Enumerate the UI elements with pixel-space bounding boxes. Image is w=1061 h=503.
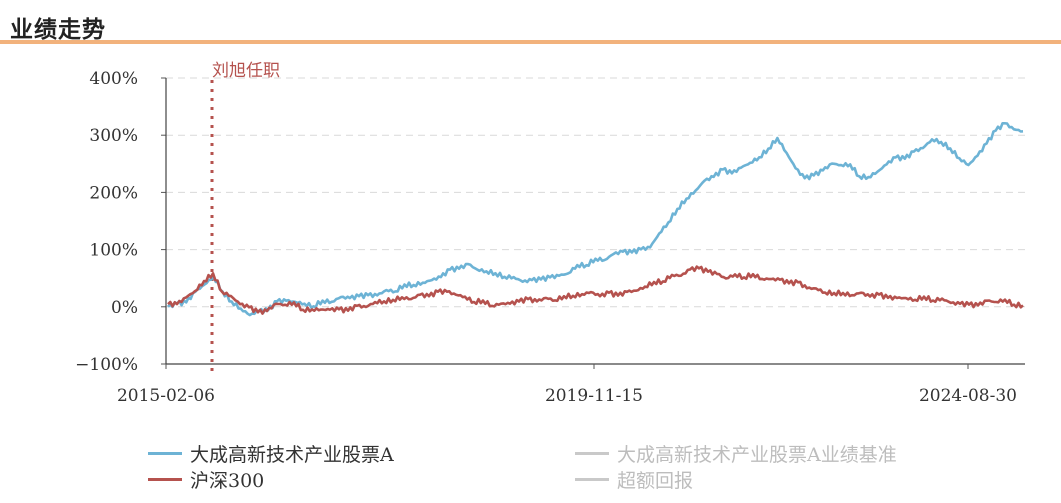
series-line-csi300 <box>167 265 1024 315</box>
x-tick-label: 2015-02-06 <box>117 386 215 406</box>
section-header: 业绩走势 <box>0 0 1061 44</box>
y-tick-label: 300% <box>89 126 138 146</box>
legend-item-benchmark[interactable]: 大成高新技术产业股票A业绩基准 <box>575 440 897 466</box>
legend-item-excess[interactable]: 超额回报 <box>575 466 693 492</box>
legend-label-csi300: 沪深300 <box>190 469 265 492</box>
y-tick-label: 0% <box>111 298 138 318</box>
legend-swatch-csi300 <box>148 477 182 481</box>
legend-swatch-fund <box>148 451 182 455</box>
y-tick-label: 100% <box>89 241 138 261</box>
section-title: 业绩走势 <box>10 17 106 43</box>
tenure-start-label: 刘旭任职 <box>212 61 280 81</box>
y-tick-label: 200% <box>89 183 138 203</box>
chart-legend: 大成高新技术产业股票A 沪深300 大成高新技术产业股票A业绩基准 超额回报 <box>0 438 1061 498</box>
legend-label-excess: 超额回报 <box>617 469 694 492</box>
legend-label-fund: 大成高新技术产业股票A <box>190 443 394 466</box>
legend-item-fund[interactable]: 大成高新技术产业股票A <box>148 440 394 466</box>
performance-line-chart: 400% 300% 200% 100% 0% −100% 2015-02-06 2019-11… <box>75 61 1025 406</box>
header-divider <box>0 40 1061 44</box>
legend-item-csi300[interactable]: 沪深300 <box>148 466 264 492</box>
y-tick-label: −100% <box>75 355 138 375</box>
legend-swatch-benchmark <box>575 451 609 455</box>
y-tick-label: 400% <box>89 69 138 89</box>
legend-swatch-excess <box>575 477 609 481</box>
x-tick-label: 2024-08-30 <box>919 386 1017 406</box>
legend-label-benchmark: 大成高新技术产业股票A业绩基准 <box>617 443 897 466</box>
x-tick-label: 2019-11-15 <box>545 386 643 406</box>
series-line-fund <box>167 122 1024 317</box>
